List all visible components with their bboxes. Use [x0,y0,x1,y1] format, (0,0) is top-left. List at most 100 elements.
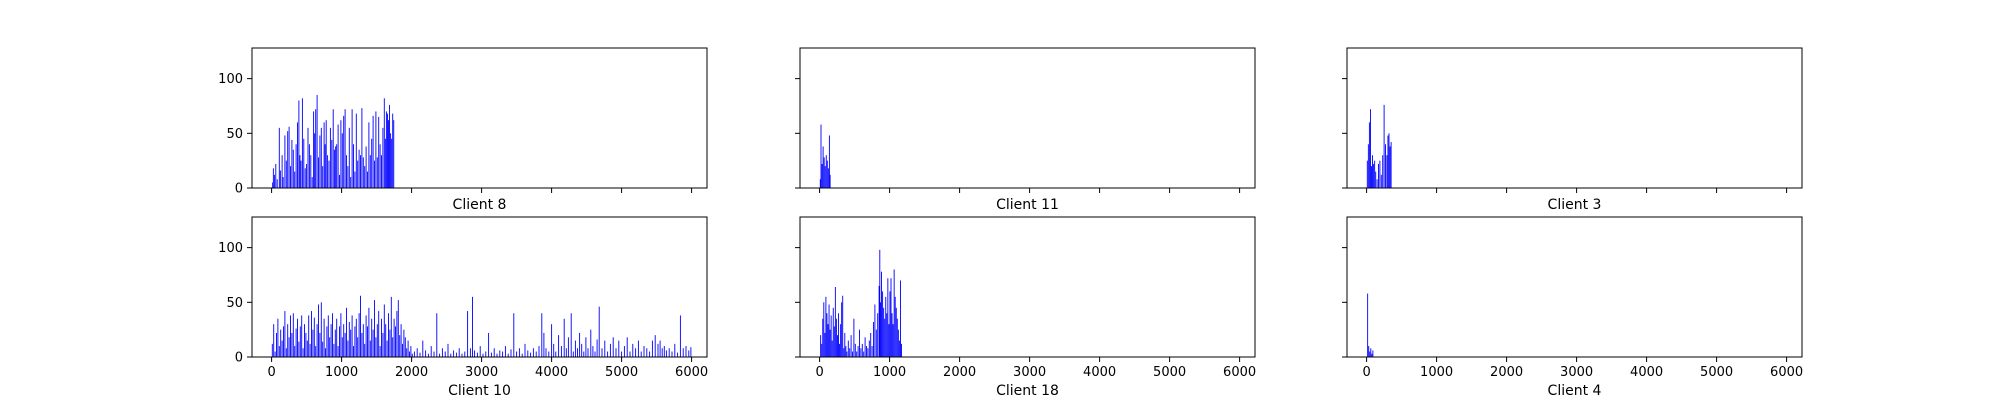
bar [570,313,572,357]
bar [292,149,294,188]
bar [1376,179,1378,188]
bar [376,324,378,357]
y-tick-label: 100 [218,72,243,87]
bar [304,324,305,357]
x-tick-label: 3000 [1013,365,1046,380]
x-tick-label: 0 [815,365,823,380]
bar [287,324,289,357]
bar [849,348,851,357]
axes-frame [1346,216,1803,358]
bar [609,343,611,358]
bar [274,351,276,357]
bar [821,163,823,188]
bar [853,318,855,357]
bar [316,324,318,357]
bar [558,335,560,358]
bar [271,343,273,358]
bar [301,98,303,188]
bar [823,302,825,357]
bar [391,138,393,188]
bar [840,324,842,357]
bar [299,155,301,188]
bar [347,166,349,189]
bar [1387,135,1389,188]
bar [347,340,349,357]
bar [864,337,866,357]
bar [654,335,656,358]
bar [560,346,562,357]
bar [393,120,395,188]
bar [309,343,311,358]
bar [361,332,363,357]
bar [659,340,661,357]
bar [344,332,346,357]
bar [325,120,327,188]
bar [504,346,506,357]
x-tick-label: 0 [267,365,275,380]
bar [355,113,357,189]
bar [883,307,885,357]
bar [538,346,540,357]
bar [1370,109,1371,188]
bar [543,332,545,357]
bar [1371,166,1372,189]
bar [364,166,366,189]
bar [288,337,290,357]
bar [343,324,345,357]
bar [315,346,317,357]
bar [679,315,681,357]
bar [682,348,684,357]
bar [845,346,847,357]
bar [1378,163,1379,188]
bar [334,329,336,357]
bar [302,348,304,357]
y-tick-label: 50 [226,296,243,311]
bar [548,351,550,357]
bar [829,174,831,189]
bar [688,350,690,357]
bar [461,353,463,357]
bar [854,343,856,358]
bar [294,346,296,357]
bar [371,318,373,357]
axes-frame [799,47,1256,189]
bar [668,348,670,357]
bar [450,353,452,357]
bar [351,315,353,357]
bar [307,127,309,188]
x-tick-label: 5000 [1153,365,1186,380]
bar [623,346,625,357]
bar [895,307,897,357]
bar [381,318,382,357]
bar [821,343,823,358]
subplot-title: Client 18 [996,383,1059,399]
bar [545,348,547,357]
bar [378,311,380,357]
bar [383,98,385,188]
bar [827,168,829,188]
bar [361,108,363,188]
axes-frame [251,216,708,358]
bar [390,133,392,188]
bar [626,337,628,357]
bar [846,351,848,357]
bar [873,322,874,357]
bar [831,340,833,357]
bar [364,343,366,358]
bar [354,326,356,358]
bar [360,295,361,357]
bar [332,109,334,188]
bar [284,135,286,188]
bar [333,343,335,358]
x-tick-label: 1000 [325,365,358,380]
bar [635,348,637,357]
bar [339,174,340,189]
x-tick-label: 6000 [1223,365,1256,380]
bar [318,157,319,189]
axes-frame [799,216,1256,358]
bar [346,307,347,357]
bar [372,329,374,357]
bar [299,326,301,358]
bar [826,160,828,188]
bar [288,126,290,188]
